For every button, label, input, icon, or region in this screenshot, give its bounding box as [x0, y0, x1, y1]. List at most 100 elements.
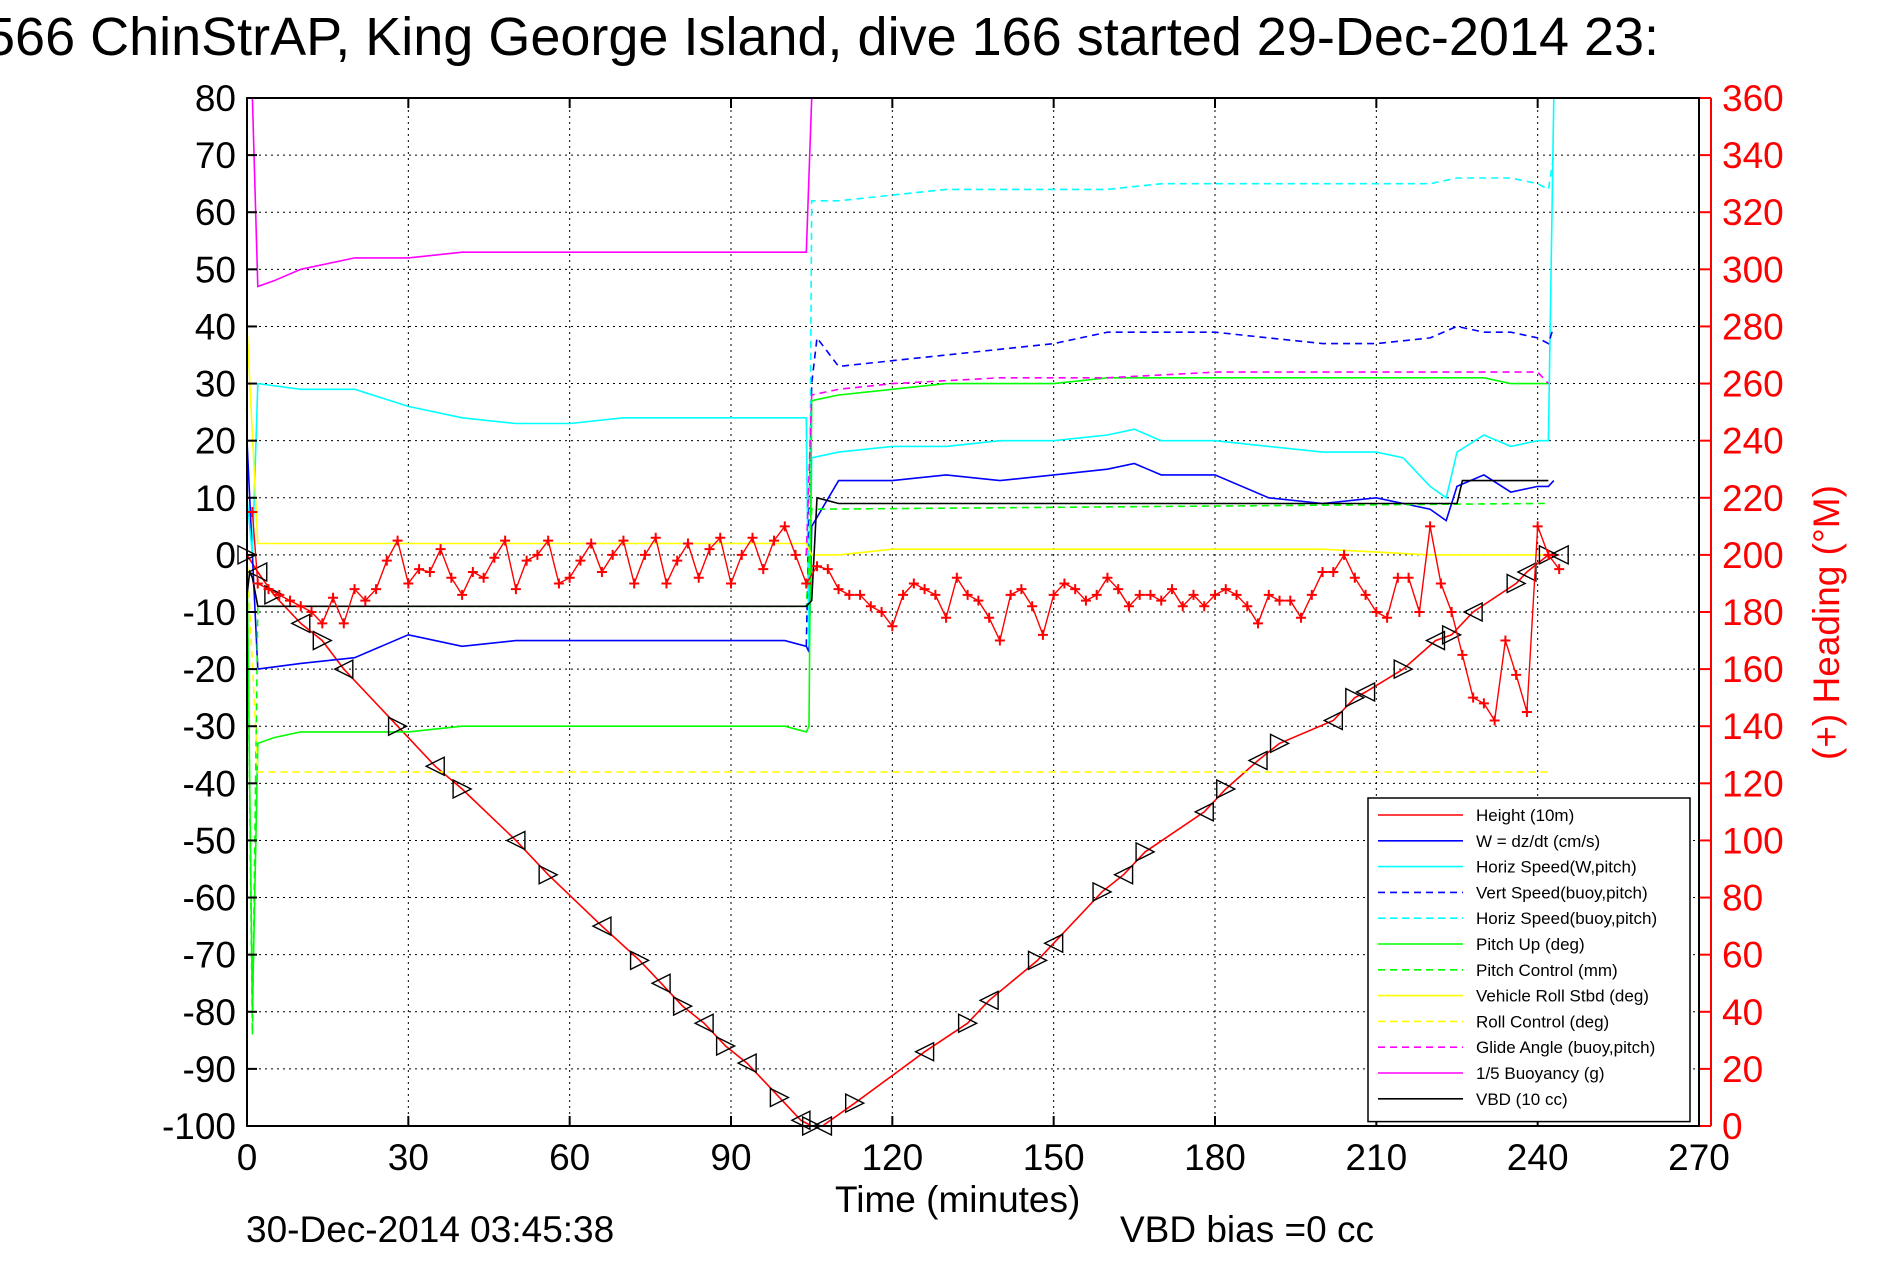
heading-marker — [1500, 635, 1511, 646]
x-tick-label: 180 — [1184, 1137, 1246, 1178]
height-marker — [1322, 710, 1344, 731]
y-tick-label: -80 — [183, 992, 236, 1033]
heading-marker — [769, 535, 780, 546]
y2-tick-label: 40 — [1722, 992, 1763, 1033]
y-tick-labels: 80 70 60 50 40 30 20 10 0 -10 -20 -30 -40 -50 -60 -70 -8… — [162, 78, 257, 1147]
series-line — [246, 479, 1549, 608]
x-tick-label: 0 — [237, 1137, 258, 1178]
y2-tick-label: 180 — [1722, 592, 1784, 633]
y-tick-label: -10 — [183, 592, 236, 633]
heading-marker — [1392, 572, 1403, 583]
heading-marker — [1005, 589, 1016, 600]
height-marker — [1193, 801, 1214, 823]
y-tick-label: -40 — [183, 763, 236, 804]
heading-marker — [1285, 595, 1296, 606]
heading-marker — [801, 578, 812, 589]
heading-marker — [855, 589, 866, 600]
heading-marker — [543, 535, 554, 546]
heading-marker — [962, 589, 973, 600]
heading-marker — [1478, 698, 1489, 709]
heading-marker — [1489, 715, 1500, 726]
heading-marker — [1435, 578, 1446, 589]
footer-timestamp: 30-Dec-2014 03:45:38 — [246, 1209, 614, 1250]
heading-marker — [1016, 584, 1027, 595]
y-tick-label: 70 — [195, 135, 236, 176]
y-tick-label: 40 — [195, 306, 236, 347]
heading-marker — [295, 601, 306, 612]
heading-marker — [1059, 578, 1070, 589]
y-tick-label: -60 — [183, 878, 236, 919]
heading-marker — [489, 552, 500, 563]
legend-label: Pitch Up (deg) — [1476, 935, 1585, 954]
heading-marker — [435, 544, 446, 555]
height-marker — [333, 658, 354, 680]
legend-label: VBD (10 cc) — [1476, 1090, 1568, 1109]
height-marker — [1441, 624, 1463, 645]
heading-marker — [876, 607, 887, 617]
y-tick-label: -90 — [183, 1049, 236, 1090]
height-marker — [1113, 864, 1134, 885]
heading-marker — [951, 572, 962, 583]
y2-tick-label: 260 — [1722, 364, 1784, 405]
x-tick-label: 240 — [1507, 1137, 1569, 1178]
heading-marker — [414, 564, 425, 575]
heading-marker — [747, 532, 758, 543]
heading-marker — [1263, 589, 1274, 600]
heading-marker — [338, 618, 349, 629]
height-marker — [769, 1087, 790, 1108]
legend-label: 1/5 Buoyancy (g) — [1476, 1064, 1605, 1083]
heading-marker — [1253, 618, 1264, 629]
series-line — [246, 376, 1549, 1012]
heading-marker — [510, 584, 521, 595]
legend-label: Glide Angle (buoy,pitch) — [1476, 1038, 1655, 1057]
heading-marker — [1188, 589, 1199, 600]
heading-marker — [715, 532, 726, 543]
x-tick-label: 90 — [710, 1137, 751, 1178]
footer-vbd-bias: VBD bias =0 cc — [1120, 1209, 1374, 1250]
height-marker — [1216, 778, 1237, 800]
series-line — [805, 371, 1549, 555]
x-tick-label: 210 — [1345, 1137, 1407, 1178]
heading-marker — [908, 578, 919, 589]
y2-tick-label: 240 — [1722, 421, 1784, 462]
heading-marker — [252, 578, 263, 589]
heading-marker — [1156, 595, 1167, 606]
y2-tick-label: 340 — [1722, 135, 1784, 176]
y-tick-label: -50 — [183, 820, 236, 861]
height-marker — [629, 950, 651, 971]
heading-marker — [941, 612, 952, 623]
heading-marker — [1242, 601, 1253, 612]
heading-marker — [779, 521, 790, 532]
height-marker — [505, 830, 526, 851]
y2-axis-label: (+) Heading (°M) — [1806, 485, 1847, 760]
height-marker — [1506, 573, 1527, 594]
heading-marker — [521, 555, 532, 566]
series-line — [246, 554, 1549, 773]
heading-marker — [1037, 629, 1048, 640]
heading-marker — [586, 538, 597, 549]
series-line — [246, 326, 1549, 556]
height-marker — [1135, 841, 1156, 862]
heading-marker — [1425, 521, 1436, 532]
legend-label: Height (10m) — [1476, 806, 1574, 825]
y-tick-label: 0 — [215, 535, 236, 576]
heading-marker — [317, 618, 328, 629]
x-tick-label: 150 — [1023, 1137, 1085, 1178]
height-marker — [650, 973, 671, 994]
heading-marker — [790, 549, 801, 560]
y-tick-label: 50 — [195, 249, 236, 290]
heading-marker — [457, 589, 468, 600]
heading-marker — [1166, 584, 1177, 595]
x-tick-label: 60 — [549, 1137, 590, 1178]
legend-label: Horiz Speed(W,pitch) — [1476, 858, 1637, 877]
height-marker — [591, 915, 612, 937]
heading-marker — [306, 607, 317, 617]
x-axis-label: Time (minutes) — [835, 1179, 1080, 1220]
y-tick-label: -70 — [183, 935, 236, 976]
height-marker — [978, 990, 999, 1011]
heading-marker — [1317, 567, 1328, 578]
height-marker — [715, 1035, 737, 1057]
y2-tick-label: 220 — [1722, 478, 1784, 519]
heading-marker — [285, 595, 296, 606]
y2-tick-label: 20 — [1722, 1049, 1763, 1090]
